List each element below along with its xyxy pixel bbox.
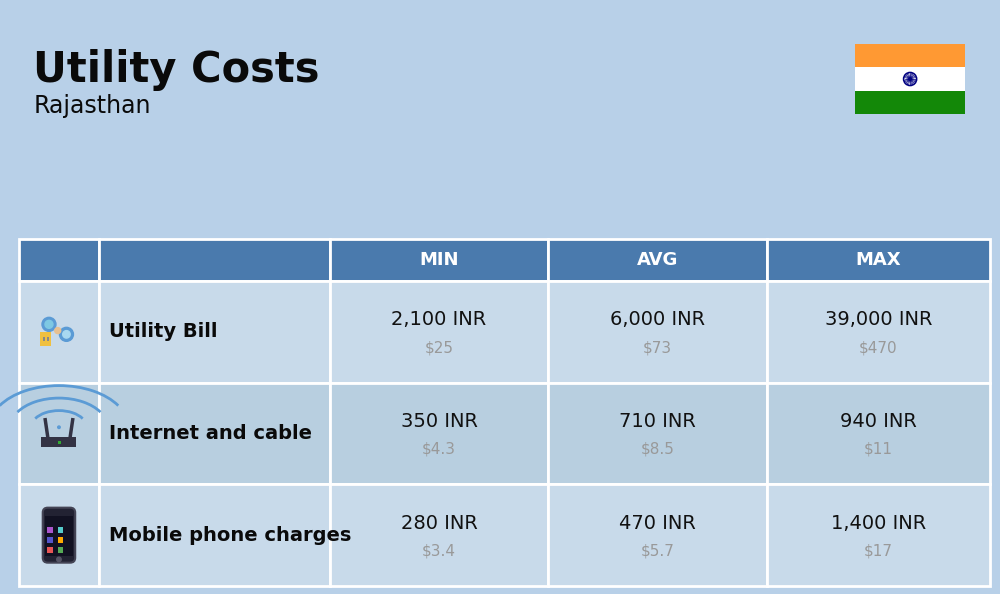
Text: $73: $73 [643,340,672,355]
Bar [58,441,61,444]
Text: $4.3: $4.3 [422,442,456,457]
Bar [767,484,990,586]
Bar [548,239,767,281]
Text: 39,000 INR: 39,000 INR [825,310,932,329]
Text: 470 INR: 470 INR [619,514,696,533]
FancyBboxPatch shape [43,508,75,563]
Text: 940 INR: 940 INR [840,412,917,431]
Bar [99,239,330,281]
Bar [40,332,51,346]
Bar [19,239,99,281]
Text: $25: $25 [425,340,454,355]
Bar [19,281,99,383]
Circle shape [59,327,73,342]
Bar [855,44,965,67]
Text: $3.4: $3.4 [422,544,456,559]
Bar [330,484,548,586]
Bar [47,537,53,543]
Text: 710 INR: 710 INR [619,412,696,431]
Text: 280 INR: 280 INR [401,514,477,533]
Bar [47,547,53,552]
Bar [19,484,99,586]
Circle shape [45,320,53,328]
Bar [855,91,965,114]
Text: $5.7: $5.7 [641,544,674,559]
Bar [99,484,330,586]
Text: 350 INR: 350 INR [401,412,478,431]
Circle shape [55,327,61,334]
Bar [548,383,767,484]
Text: Internet and cable: Internet and cable [109,424,312,443]
Text: $11: $11 [864,442,893,457]
Bar [19,383,99,484]
Text: Utility Bill: Utility Bill [109,323,217,342]
Text: AVG: AVG [637,251,678,269]
Text: Rajasthan: Rajasthan [33,94,151,118]
Bar [58,537,63,543]
Text: Mobile phone charges: Mobile phone charges [109,526,351,545]
Bar [548,281,767,383]
Text: $17: $17 [864,544,893,559]
Bar [330,383,548,484]
Bar [330,281,548,383]
Bar [330,239,548,281]
Bar [58,527,63,533]
Bar [767,281,990,383]
Text: MIN: MIN [419,251,459,269]
Text: 2,100 INR: 2,100 INR [391,310,487,329]
Circle shape [909,78,911,80]
Bar [99,281,330,383]
Text: $8.5: $8.5 [641,442,674,457]
Bar [767,383,990,484]
Bar [41,437,76,447]
Text: MAX: MAX [856,251,901,269]
Bar [58,547,63,552]
Bar [43,337,45,340]
Circle shape [58,426,60,428]
Bar [767,239,990,281]
Bar [855,67,965,91]
Text: Utility Costs: Utility Costs [33,49,320,91]
Bar [45,516,73,557]
Text: 1,400 INR: 1,400 INR [831,514,926,533]
Text: $470: $470 [859,340,898,355]
Bar [99,383,330,484]
Circle shape [63,331,70,338]
Bar [548,484,767,586]
Bar [47,527,53,533]
Bar [47,337,49,340]
Circle shape [57,557,61,562]
Text: 6,000 INR: 6,000 INR [610,310,705,329]
Circle shape [42,317,56,331]
